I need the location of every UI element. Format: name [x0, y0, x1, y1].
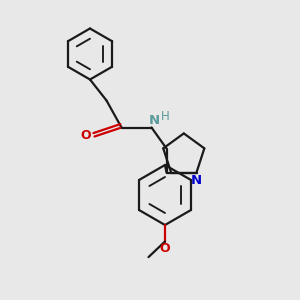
- Text: N: N: [148, 114, 160, 128]
- Text: O: O: [160, 242, 170, 255]
- Text: H: H: [160, 110, 169, 124]
- Text: N: N: [190, 174, 202, 188]
- Text: O: O: [81, 129, 92, 142]
